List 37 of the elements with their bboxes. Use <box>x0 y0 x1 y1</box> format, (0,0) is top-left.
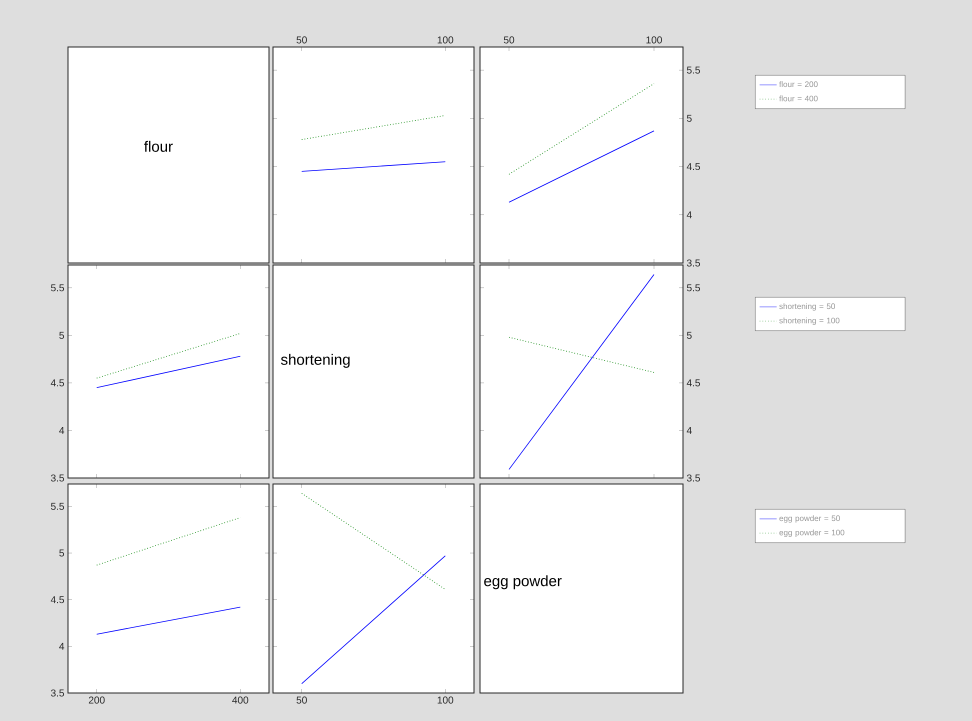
x-tick-label: 100 <box>646 36 662 44</box>
legend-label: shortening = 100 <box>779 317 840 325</box>
y-tick-label: 5 <box>59 550 64 557</box>
x-tick-label: 50 <box>504 36 514 44</box>
y-tick-label: 4.5 <box>686 163 700 170</box>
y-tick-label: 3.5 <box>686 474 700 482</box>
y-tick-label: 3.5 <box>686 259 700 267</box>
legend-label: flour = 400 <box>779 95 818 102</box>
y-tick-label: 4.5 <box>50 596 64 604</box>
y-tick-label: 4.5 <box>50 379 64 386</box>
y-tick-label: 5.5 <box>50 502 64 510</box>
y-tick-label: 4.5 <box>686 379 700 386</box>
legend-label: flour = 200 <box>779 81 818 88</box>
legend-label: egg powder = 100 <box>779 529 844 537</box>
x-tick-label: 50 <box>296 36 307 44</box>
y-tick-label: 5 <box>686 114 692 122</box>
text: egg powder <box>484 575 562 590</box>
legend-label: egg powder = 50 <box>779 515 840 523</box>
legend-label: shortening = 50 <box>779 303 836 311</box>
x-tick-label: 100 <box>438 36 454 44</box>
y-tick-label: 5.5 <box>50 284 64 292</box>
x-tick-label: 50 <box>296 696 307 704</box>
y-tick-label: 4 <box>686 427 692 434</box>
y-tick-label: 5 <box>686 332 692 339</box>
x-tick-label: 100 <box>438 696 454 704</box>
text: shortening <box>280 354 350 368</box>
y-tick-label: 5.5 <box>686 66 700 74</box>
y-tick-label: 3.5 <box>50 474 64 482</box>
y-tick-label: 4 <box>59 642 64 650</box>
y-tick-label: 4 <box>686 211 692 218</box>
y-tick-label: 4 <box>59 427 64 434</box>
y-tick-label: 5 <box>59 332 64 339</box>
y-tick-label: 3.5 <box>50 689 64 697</box>
x-tick-label: 200 <box>88 696 105 704</box>
x-tick-label: 400 <box>232 696 248 704</box>
text: flour <box>144 140 173 152</box>
y-tick-label: 5.5 <box>686 284 700 292</box>
